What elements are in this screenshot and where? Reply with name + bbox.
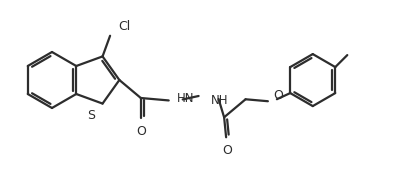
Text: HN: HN <box>177 92 194 105</box>
Text: O: O <box>222 144 232 157</box>
Text: Cl: Cl <box>118 20 130 33</box>
Text: S: S <box>88 109 96 122</box>
Text: O: O <box>136 125 146 138</box>
Text: NH: NH <box>210 94 228 108</box>
Text: O: O <box>273 89 283 102</box>
